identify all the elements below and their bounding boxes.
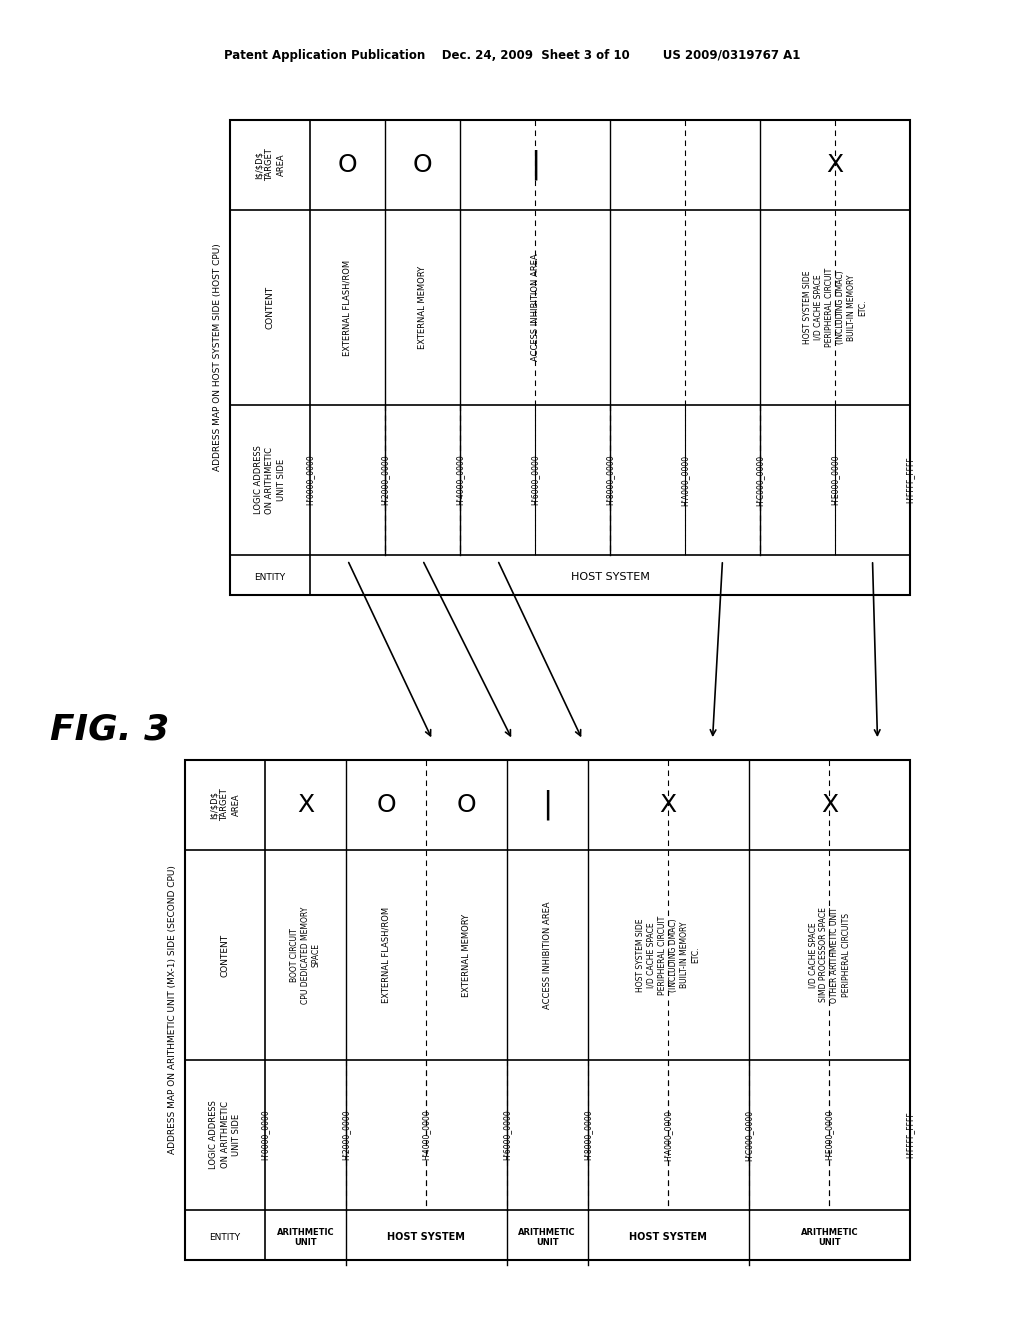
- Text: H'4000_0000: H'4000_0000: [456, 454, 465, 506]
- Text: I$/$D$
TARGET
AREA: I$/$D$ TARGET AREA: [254, 149, 286, 181]
- Text: ACCESS INHIBITION AREA: ACCESS INHIBITION AREA: [543, 902, 552, 1008]
- Text: I$/$D$
TARGET
AREA: I$/$D$ TARGET AREA: [209, 788, 241, 821]
- Text: HOST SYSTEM SIDE
I/D CACHE SPACE
PERIPHERAL CIRCUIT
(INCLUDING DMAC)
BUILT-IN ME: HOST SYSTEM SIDE I/D CACHE SPACE PERIPHE…: [636, 915, 700, 995]
- Text: H'FFFF_FFFF: H'FFFF_FFFF: [905, 1111, 914, 1159]
- Text: I/D CACHE SPACE
SIMD PROCESSOR SPACE
OTHER ARITHMETIC UNIT
PERIPHERAL CIRCUITS: I/D CACHE SPACE SIMD PROCESSOR SPACE OTH…: [808, 907, 851, 1003]
- Text: X: X: [297, 793, 314, 817]
- Text: H'0000_0000: H'0000_0000: [260, 1110, 269, 1160]
- Text: |: |: [542, 789, 552, 820]
- Text: H'6000_0000: H'6000_0000: [503, 1110, 511, 1160]
- Text: ADDRESS MAP ON HOST SYSTEM SIDE (HOST CPU): ADDRESS MAP ON HOST SYSTEM SIDE (HOST CP…: [213, 244, 222, 471]
- Text: HOST SYSTEM: HOST SYSTEM: [570, 573, 649, 582]
- Text: X: X: [659, 793, 677, 817]
- Text: H'FFFF_FFFF: H'FFFF_FFFF: [905, 457, 914, 503]
- Text: H'2000_0000: H'2000_0000: [381, 454, 389, 506]
- Text: ARITHMETIC
UNIT: ARITHMETIC UNIT: [276, 1228, 334, 1247]
- Text: FIG. 3: FIG. 3: [50, 713, 169, 747]
- Text: H'2000_0000: H'2000_0000: [341, 1110, 350, 1160]
- Text: O: O: [457, 793, 476, 817]
- Text: HOST SYSTEM: HOST SYSTEM: [629, 1233, 707, 1242]
- Text: O: O: [413, 153, 432, 177]
- Text: H'8000_0000: H'8000_0000: [583, 1110, 592, 1160]
- Text: H'C000_0000: H'C000_0000: [756, 454, 765, 506]
- Text: H'E000_0000: H'E000_0000: [830, 454, 840, 506]
- Text: H'6000_0000: H'6000_0000: [530, 454, 540, 506]
- Text: H'0000_0000: H'0000_0000: [305, 454, 314, 506]
- Text: O: O: [376, 793, 395, 817]
- Text: H'E000_0000: H'E000_0000: [825, 1110, 834, 1160]
- Bar: [230, 120, 910, 595]
- Text: CONTENT: CONTENT: [220, 933, 229, 977]
- Text: EXTERNAL MEMORY: EXTERNAL MEMORY: [418, 265, 427, 348]
- Text: EXTERNAL MEMORY: EXTERNAL MEMORY: [462, 913, 471, 997]
- Text: HOST SYSTEM SIDE
I/D CACHE SPACE
PERIPHERAL CIRCUIT
(INCLUDING DMAC)
BUILT-IN ME: HOST SYSTEM SIDE I/D CACHE SPACE PERIPHE…: [803, 268, 867, 347]
- Text: ENTITY: ENTITY: [210, 1233, 241, 1242]
- Text: Patent Application Publication    Dec. 24, 2009  Sheet 3 of 10        US 2009/03: Patent Application Publication Dec. 24, …: [224, 49, 800, 62]
- Text: ENTITY: ENTITY: [254, 573, 286, 582]
- Text: HOST SYSTEM: HOST SYSTEM: [387, 1233, 465, 1242]
- Text: ACCESS INHIBITION AREA: ACCESS INHIBITION AREA: [530, 253, 540, 362]
- Text: O: O: [338, 153, 357, 177]
- Text: LOGIC ADDRESS
ON ARITHMETIC
UNIT SIDE: LOGIC ADDRESS ON ARITHMETIC UNIT SIDE: [209, 1101, 241, 1170]
- Text: X: X: [821, 793, 838, 817]
- Text: CONTENT: CONTENT: [265, 286, 274, 329]
- Text: ADDRESS MAP ON ARITHMETIC UNIT (MX-1) SIDE (SECOND CPU): ADDRESS MAP ON ARITHMETIC UNIT (MX-1) SI…: [168, 866, 177, 1155]
- Text: H'4000_0000: H'4000_0000: [422, 1110, 431, 1160]
- Text: H'8000_0000: H'8000_0000: [605, 454, 614, 506]
- Text: H'C000_0000: H'C000_0000: [744, 1109, 754, 1160]
- Text: ARITHMETIC
UNIT: ARITHMETIC UNIT: [801, 1228, 858, 1247]
- Text: X: X: [826, 153, 844, 177]
- Text: H'A000_0000: H'A000_0000: [664, 1109, 673, 1160]
- Text: EXTERNAL FLASH/ROM: EXTERNAL FLASH/ROM: [343, 260, 352, 355]
- Text: EXTERNAL FLASH/ROM: EXTERNAL FLASH/ROM: [381, 907, 390, 1003]
- Text: |: |: [529, 149, 540, 181]
- Text: BOOT CIRCUIT
CPU DEDICATED MEMORY
SPACE: BOOT CIRCUIT CPU DEDICATED MEMORY SPACE: [290, 907, 321, 1003]
- Text: H'A000_0000: H'A000_0000: [681, 454, 689, 506]
- Text: LOGIC ADDRESS
ON ARITHMETIC
UNIT SIDE: LOGIC ADDRESS ON ARITHMETIC UNIT SIDE: [254, 446, 286, 515]
- Text: ARITHMETIC
UNIT: ARITHMETIC UNIT: [518, 1228, 575, 1247]
- Bar: [185, 760, 910, 1261]
